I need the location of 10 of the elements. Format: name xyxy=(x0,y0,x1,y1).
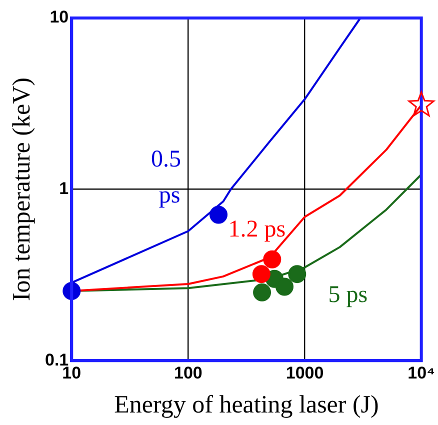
y-tick-label: 10 xyxy=(50,8,69,27)
x-tick-label: 100 xyxy=(174,363,202,382)
series-label: 0.5 ps xyxy=(151,146,182,208)
y-tick-label: 1 xyxy=(59,178,69,198)
series-label: 1.2 ps xyxy=(228,216,286,243)
x-tick-label: 1000 xyxy=(286,363,324,382)
x-axis-title: Energy of heating laser (J) xyxy=(114,392,379,419)
series-label: 5 ps xyxy=(328,282,368,308)
x-tick-label: 10⁴ xyxy=(408,363,436,382)
y-axis-title: Ion temperature (keV) xyxy=(8,78,36,302)
